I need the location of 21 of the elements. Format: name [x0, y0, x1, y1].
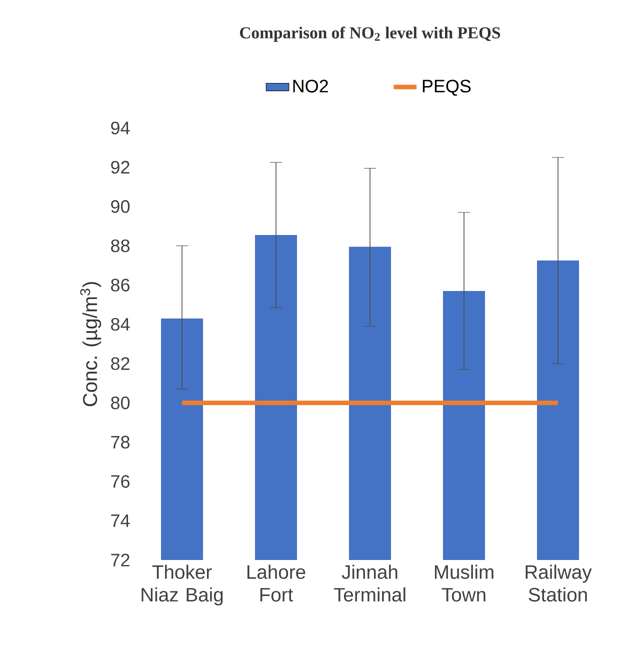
x-tick-label: Railway Station [526, 564, 592, 602]
y-tick-label: 84 [111, 318, 130, 331]
y-tick-label: 82 [111, 357, 130, 370]
y-tick-label: 72 [111, 554, 130, 566]
x-tick-label: Muslim Town [434, 564, 494, 602]
y-tick-label: 76 [111, 475, 130, 488]
y-tick-label: 86 [111, 278, 130, 292]
y-tick-label: 78 [111, 436, 130, 449]
x-tick-label: Jinnah Terminal [334, 564, 406, 602]
y-axis-title: Conc. (µg/m$^{3}$) [80, 282, 102, 406]
x-tick-label: Lahore Fort [247, 564, 306, 602]
y-tick-label: 94 [111, 122, 130, 134]
legend-label: NO2 [293, 80, 328, 92]
chart-title: Comparison of NO$_{2}$ level with PEQS [240, 26, 500, 42]
x-tick-label: Thoker Niaz Baig [142, 564, 223, 606]
legend-label: PEQS [422, 80, 471, 96]
y-tick-label: 74 [111, 514, 130, 527]
y-tick-label: 90 [111, 200, 130, 213]
y-tick-label: 88 [111, 239, 130, 252]
y-tick-label: 80 [111, 396, 130, 410]
y-tick-label: 92 [111, 160, 130, 174]
